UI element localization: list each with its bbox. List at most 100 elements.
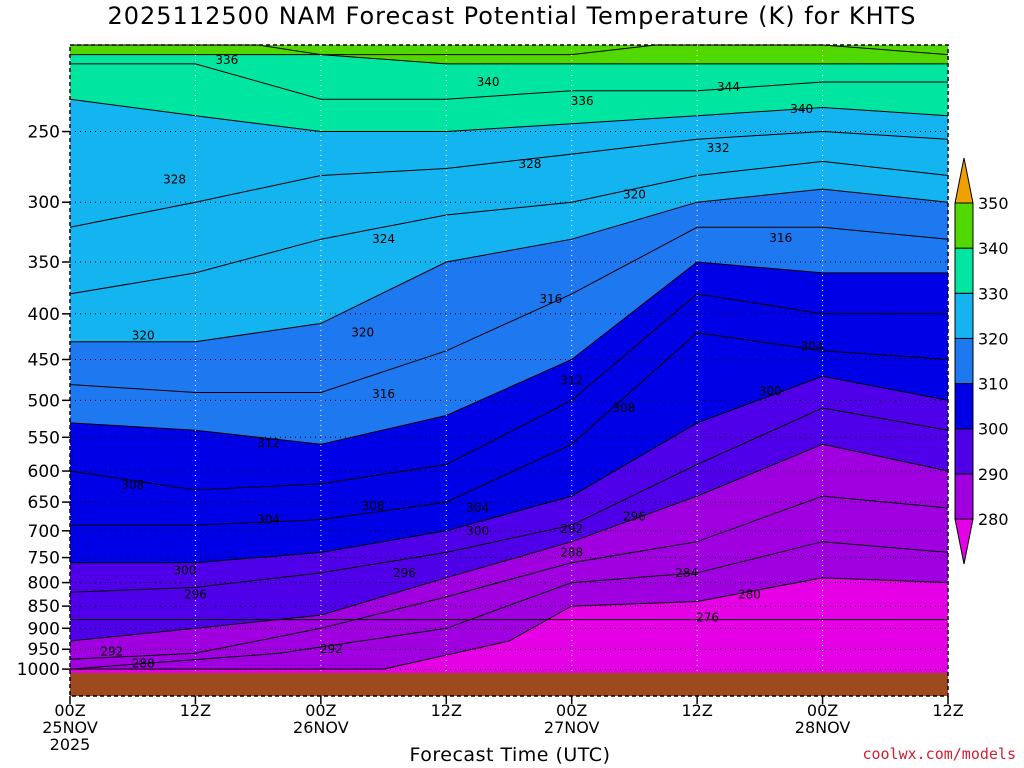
- contour-label: 300: [466, 524, 489, 538]
- contour-label: 324: [372, 232, 395, 246]
- contour-label: 328: [163, 173, 186, 187]
- x-tick-label: 00Z: [305, 701, 336, 720]
- x-tick-label: 00Z: [54, 701, 85, 720]
- contour-label: 320: [351, 326, 374, 340]
- contour-label: 296: [623, 510, 646, 524]
- colorbar-band-320: [954, 292, 974, 339]
- isentrope-line-288: [69, 495, 949, 660]
- contour-label: 308: [613, 401, 636, 415]
- colorbar-band-330: [954, 247, 974, 294]
- contour-label: 344: [717, 80, 740, 94]
- contour-label: 328: [518, 157, 541, 171]
- isentrope-line-336: [70, 63, 948, 100]
- contour-label: 340: [790, 102, 813, 116]
- y-tick-label: 800: [28, 574, 60, 594]
- colorbar-band-340: [954, 202, 974, 249]
- contour-label: 316: [539, 292, 562, 306]
- colorbar-label: 310: [978, 375, 1009, 394]
- colorbar-band-290: [954, 428, 974, 475]
- y-tick-label: 850: [28, 597, 60, 617]
- isentrope-line-340: [70, 44, 948, 65]
- colorbar-label: 340: [978, 239, 1009, 258]
- x-axis-label: Forecast Time (UTC): [409, 744, 611, 766]
- contour-label: 304: [257, 513, 280, 527]
- contour-label: 320: [623, 187, 646, 201]
- contour-label: 288: [132, 656, 155, 670]
- colorbar-over-arrow: [954, 157, 974, 204]
- ground-shading: [70, 673, 948, 696]
- y-tick-label: 700: [28, 522, 60, 542]
- contour-label: 304: [801, 339, 824, 353]
- contour-label: 304: [466, 501, 489, 515]
- x-tick-label: 12Z: [431, 701, 462, 720]
- y-tick-label: 400: [28, 305, 60, 325]
- contour-label: 296: [393, 566, 416, 580]
- isentrope-line-344: [70, 44, 949, 56]
- contour-label: 308: [121, 478, 144, 492]
- colorbar-label: 290: [978, 465, 1009, 484]
- x-tick-label: 25NOV: [42, 718, 98, 737]
- x-tick-label: 00Z: [807, 701, 838, 720]
- chart-title: 2025112500 NAM Forecast Potential Temper…: [107, 2, 917, 30]
- colorbar-band-280: [954, 473, 974, 520]
- y-axis: 2503003504004505005506006507007508008509…: [17, 123, 70, 680]
- contour-label: 316: [372, 387, 395, 401]
- y-tick-label: 650: [28, 493, 60, 513]
- x-tick-label: 12Z: [932, 701, 963, 720]
- contour-label: 300: [174, 563, 197, 577]
- contour-label: 276: [696, 610, 719, 624]
- y-tick-label: 350: [28, 253, 60, 273]
- x-tick-label: 00Z: [556, 701, 587, 720]
- contour-label: 284: [675, 566, 698, 580]
- contour-label: 332: [707, 141, 730, 155]
- plot-area: [69, 44, 949, 696]
- contour-label: 308: [362, 499, 385, 513]
- y-tick-label: 500: [28, 391, 60, 411]
- y-tick-label: 600: [28, 462, 60, 482]
- isentrope-line-304: [70, 332, 949, 526]
- x-tick-label: 2025: [50, 735, 91, 754]
- contour-label: 280: [738, 588, 761, 602]
- y-tick-label: 750: [28, 549, 60, 569]
- y-tick-label: 300: [28, 193, 60, 213]
- y-tick-label: 950: [28, 640, 60, 660]
- isentrope-line-312: [69, 261, 948, 445]
- isentrope-line-320: [70, 188, 949, 343]
- colorbar-label: 350: [978, 194, 1009, 213]
- isentrope-line-300: [70, 375, 949, 564]
- colorbar-band-300: [954, 383, 974, 430]
- contour-labels: 336 340 336 344 340 332 328 328 320 316 324 316 320 3…: [100, 53, 823, 670]
- y-tick-label: 550: [28, 428, 60, 448]
- contour-label: 340: [477, 75, 500, 89]
- isentrope-line-284: [69, 541, 949, 670]
- plot-frame: [69, 44, 949, 697]
- isentrope-line-324: [69, 160, 949, 295]
- colorbar-label: 330: [978, 284, 1009, 303]
- contour-label: 296: [184, 588, 207, 602]
- x-tick-label: 26NOV: [293, 718, 349, 737]
- contour-label: 336: [215, 53, 238, 67]
- colorbar-label: 320: [978, 329, 1009, 348]
- contour-label: 336: [571, 94, 594, 108]
- y-tick-label: 450: [28, 350, 60, 370]
- isentrope-line-308: [69, 293, 948, 491]
- y-tick-label: 250: [28, 123, 60, 143]
- contour-label: 288: [560, 545, 583, 559]
- x-tick-label: 28NOV: [795, 718, 851, 737]
- contour-label: 312: [560, 373, 583, 387]
- isentrope-line-316: [69, 226, 949, 393]
- x-tick-label: 27NOV: [544, 718, 600, 737]
- contour-label: 292: [320, 642, 343, 656]
- isentrope-line-280: [70, 577, 949, 670]
- isentrope-line-328: [69, 130, 949, 228]
- contour-label: 316: [769, 231, 792, 245]
- credit-link[interactable]: coolwx.com/models: [862, 745, 1016, 763]
- isentrope-line-292: [69, 443, 949, 642]
- contour-label: 312: [257, 436, 280, 450]
- isentrope-line-332: [69, 98, 949, 132]
- y-tick-label: 900: [28, 619, 60, 639]
- x-tick-label: 12Z: [180, 701, 211, 720]
- colorbar-under-arrow: [954, 518, 974, 565]
- colorbar: 280 290 300 310 320 330 340 350: [954, 157, 1009, 565]
